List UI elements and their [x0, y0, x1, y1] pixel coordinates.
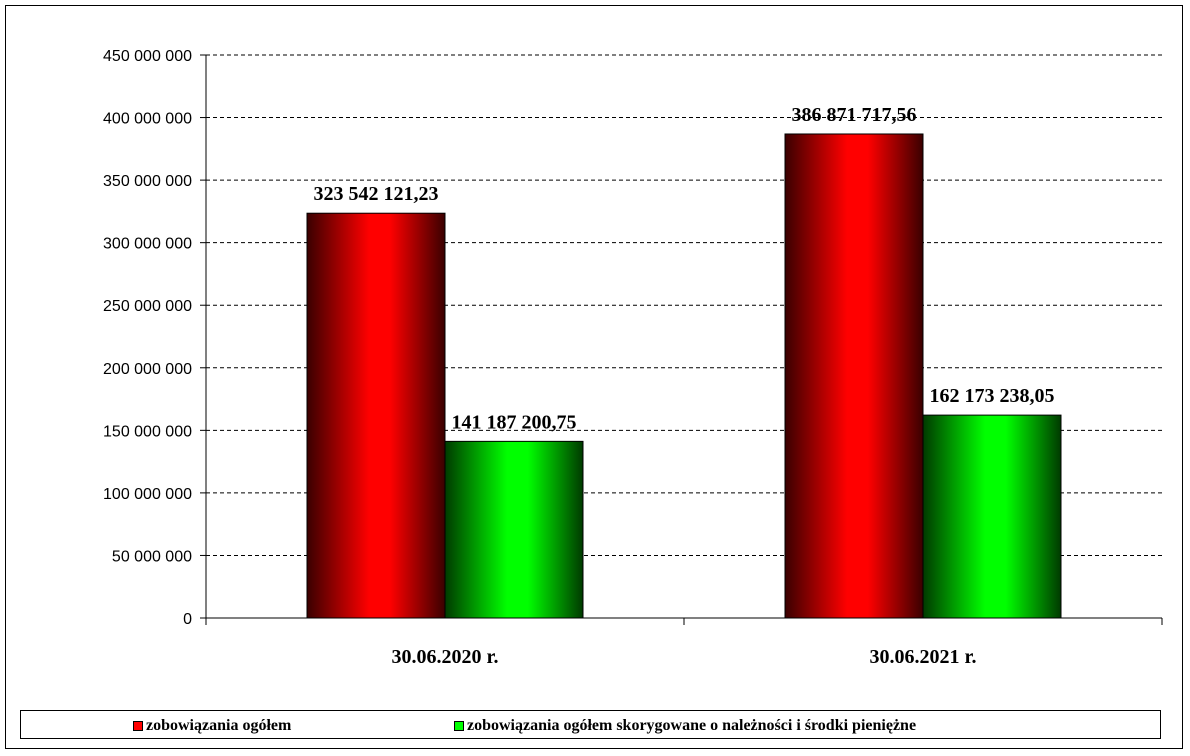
- bar: [444, 440, 584, 619]
- bar: [922, 414, 1062, 619]
- legend-item-series-2: zobowiązania ogółem skorygowane o należn…: [454, 717, 916, 735]
- y-tick-label: 150 000 000: [103, 423, 192, 440]
- y-tick-label: 300 000 000: [103, 236, 192, 253]
- y-tick-label: 350 000 000: [103, 173, 192, 190]
- legend-label-series-1: zobowiązania ogółem: [146, 717, 292, 734]
- y-tick-label: 200 000 000: [103, 361, 192, 378]
- legend-item-series-1: zobowiązania ogółem: [133, 717, 291, 735]
- bar: [306, 212, 446, 619]
- bar: [784, 133, 924, 619]
- bar-chart: 0 50 000 000 100 000 000 150 000 000 200 000…: [103, 48, 1163, 668]
- y-tick-label: 250 000 000: [103, 298, 192, 315]
- chart-frame: [5, 5, 1183, 749]
- legend-swatch-green: [454, 721, 464, 731]
- legend: zobowiązania ogółem zobowiązania ogółem …: [20, 710, 1161, 739]
- data-label: 162 173 238,05: [930, 385, 1055, 407]
- data-label: 386 871 717,56: [792, 104, 917, 126]
- legend-swatch-red: [133, 721, 143, 731]
- data-label: 323 542 121,23: [314, 183, 439, 205]
- y-tick-label: 50 000 000: [112, 548, 192, 565]
- y-tick-label: 0: [183, 611, 192, 628]
- legend-label-series-2: zobowiązania ogółem skorygowane o należn…: [467, 717, 917, 734]
- y-tick-label: 450 000 000: [103, 48, 192, 65]
- y-tick-label: 400 000 000: [103, 111, 192, 128]
- y-tick-label: 100 000 000: [103, 486, 192, 503]
- x-category-label: 30.06.2021 r.: [869, 646, 976, 668]
- data-label: 141 187 200,75: [452, 411, 577, 433]
- x-category-label: 30.06.2020 r.: [391, 646, 498, 668]
